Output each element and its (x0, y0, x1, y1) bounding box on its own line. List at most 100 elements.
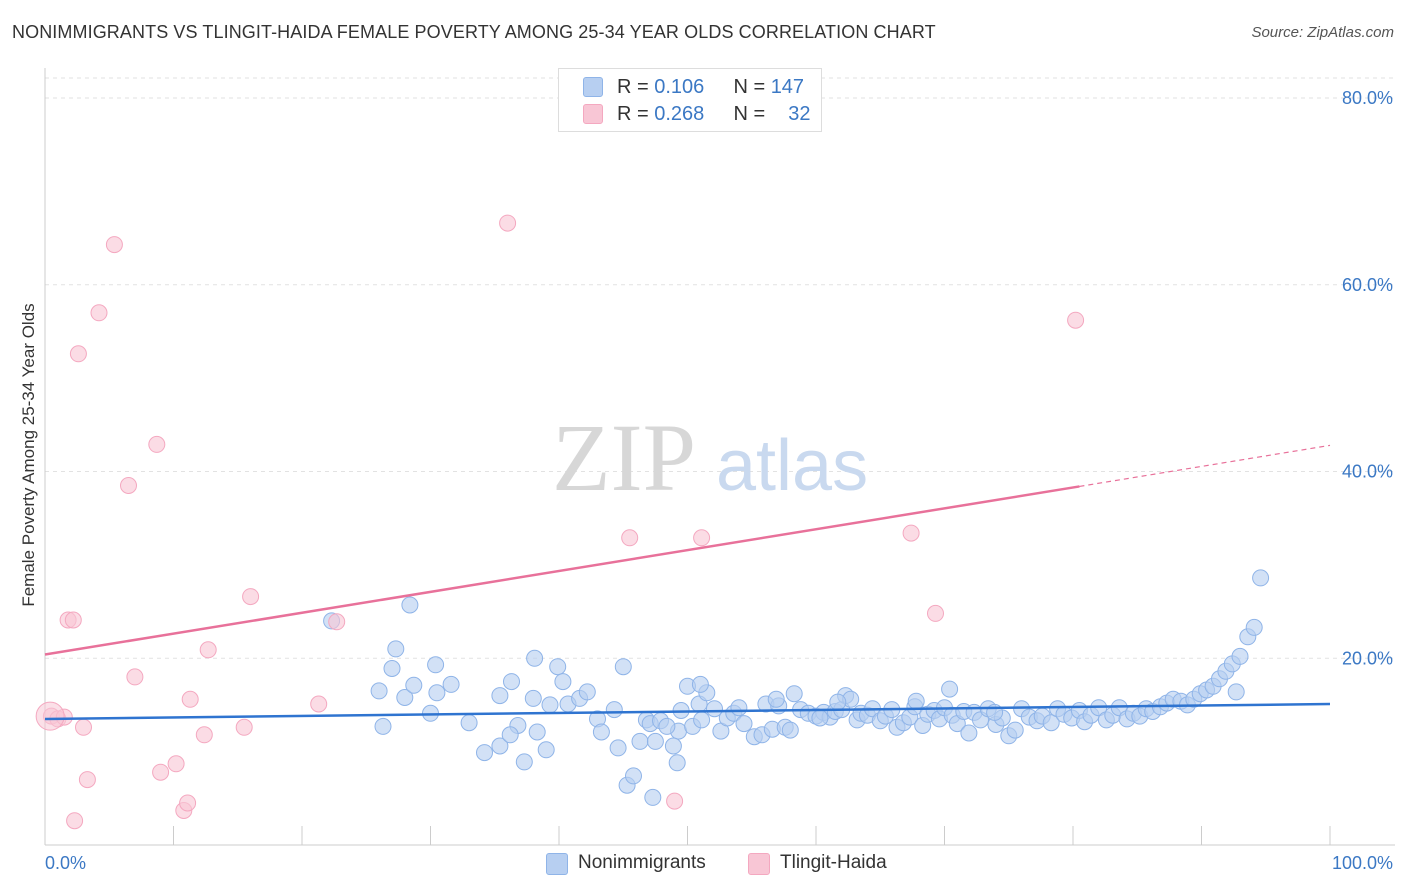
nonimmigrants-point (428, 684, 446, 702)
x-tick-labels: 0.0% 100.0% (45, 853, 1393, 873)
nonimmigrants-point (646, 732, 664, 750)
nonimmigrants-point (549, 658, 567, 676)
nonimmigrants-point (605, 701, 623, 719)
y-tick-label: 20.0% (1342, 648, 1393, 668)
nonimmigrants-points (323, 569, 1270, 806)
nonimmigrants-point (664, 737, 682, 755)
tlingit-haida-point (666, 792, 684, 810)
gridlines (45, 77, 1395, 659)
nonimmigrants-point (526, 649, 544, 667)
nonimmigrants-point (1231, 647, 1249, 665)
legend-swatch-tlingit-haida (583, 104, 603, 124)
tlingit-haida-point (181, 690, 199, 708)
tlingit-haida-point (621, 529, 639, 547)
legend-swatch-nonimmigrants (546, 853, 568, 875)
legend-n-label: N = (733, 103, 766, 125)
tlingit-haida-point (1067, 311, 1085, 329)
tlingit-haida-trend-line (44, 485, 1080, 656)
tlingit-haida-point (199, 641, 217, 659)
tlingit-haida-trend-extension (1079, 444, 1331, 488)
tlingit-haida-point (235, 718, 253, 736)
tlingit-haida-point (242, 588, 260, 606)
nonimmigrants-point (644, 788, 662, 806)
tlingit-haida-point (179, 794, 197, 812)
axes (44, 68, 1395, 846)
nonimmigrants-point (1227, 683, 1245, 701)
nonimmigrants-point (541, 696, 559, 714)
nonimmigrants-point (524, 689, 542, 707)
nonimmigrants-point (811, 709, 829, 727)
nonimmigrants-point (578, 683, 596, 701)
legend-r-label: R = (617, 103, 649, 125)
nonimmigrants-point (427, 656, 445, 674)
watermark-zip: ZIP (552, 404, 696, 511)
legend-swatch-tlingit-haida (748, 853, 770, 875)
nonimmigrants-point (491, 687, 509, 705)
nonimmigrants-point (396, 689, 414, 706)
tlingit-haida-point (35, 701, 65, 731)
nonimmigrants-trend-line (44, 702, 1331, 721)
tlingit-haida-point (693, 529, 711, 547)
nonimmigrants-point (491, 737, 509, 755)
nonimmigrants-point (1006, 721, 1024, 739)
nonimmigrants-point (668, 754, 686, 772)
nonimmigrants-point (609, 739, 627, 757)
nonimmigrants-point (781, 721, 799, 739)
nonimmigrants-point (554, 673, 572, 691)
tlingit-haida-point (105, 236, 123, 254)
nonimmigrants-point (907, 692, 925, 710)
tlingit-haida-points (35, 214, 1085, 830)
tlingit-haida-point (75, 718, 92, 736)
nonimmigrants-point (941, 680, 959, 698)
nonimmigrants-point (374, 717, 392, 735)
tlingit-haida-point (90, 304, 108, 322)
nonimmigrants-point (785, 685, 803, 703)
nonimmigrants-point (691, 675, 709, 693)
trend-lines (44, 444, 1331, 721)
nonimmigrants-point (767, 690, 785, 708)
nonimmigrants-point (1042, 714, 1060, 732)
y-axis-label: Female Poverty Among 25-34 Year Olds (19, 303, 38, 606)
legend-n-label: N = (733, 76, 766, 98)
legend-n-value: 32 (788, 103, 811, 125)
nonimmigrants-point (1252, 569, 1270, 587)
nonimmigrants-point (537, 741, 555, 759)
y-tick-label: 60.0% (1342, 275, 1393, 295)
tlingit-haida-point (78, 771, 96, 789)
watermark-atlas: atlas (716, 426, 868, 506)
watermark: ZIP atlas (552, 404, 868, 511)
nonimmigrants-point (476, 744, 493, 762)
tlingit-haida-point (167, 755, 185, 773)
tlingit-haida-point (64, 611, 82, 629)
legend-label-nonimmigrants: Nonimmigrants (578, 852, 706, 873)
x-tick-label: 100.0% (1332, 853, 1393, 873)
tlingit-haida-point (120, 477, 137, 494)
nonimmigrants-point (1245, 618, 1263, 636)
nonimmigrants-point (735, 715, 753, 733)
legend-label-tlingit-haida: Tlingit-Haida (780, 852, 887, 873)
nonimmigrants-point (631, 732, 649, 750)
nonimmigrants-point (528, 723, 546, 741)
nonimmigrants-point (401, 596, 419, 614)
nonimmigrants-point (706, 700, 723, 718)
x-tick-label: 0.0% (45, 853, 86, 873)
nonimmigrants-point (829, 693, 847, 711)
tlingit-haida-point (126, 668, 144, 686)
nonimmigrants-point (383, 660, 401, 677)
legend-swatch-nonimmigrants (583, 77, 603, 97)
tlingit-haida-point (499, 214, 517, 232)
nonimmigrants-point (960, 724, 978, 742)
tlingit-haida-point (148, 435, 166, 453)
nonimmigrants-point (730, 699, 748, 717)
tlingit-haida-point (328, 613, 346, 631)
correlation-legend: R = 0.106 N = 147 R = 0.268 N = 32 (558, 68, 822, 132)
nonimmigrants-point (614, 658, 632, 676)
tlingit-haida-point (195, 726, 213, 744)
tlingit-haida-point (310, 695, 328, 713)
legend-r-value: 0.268 (654, 103, 705, 125)
legend-r-value: 0.106 (654, 76, 705, 98)
tlingit-haida-point (152, 763, 170, 781)
tlingit-haida-point (927, 604, 944, 622)
nonimmigrants-point (460, 714, 478, 732)
